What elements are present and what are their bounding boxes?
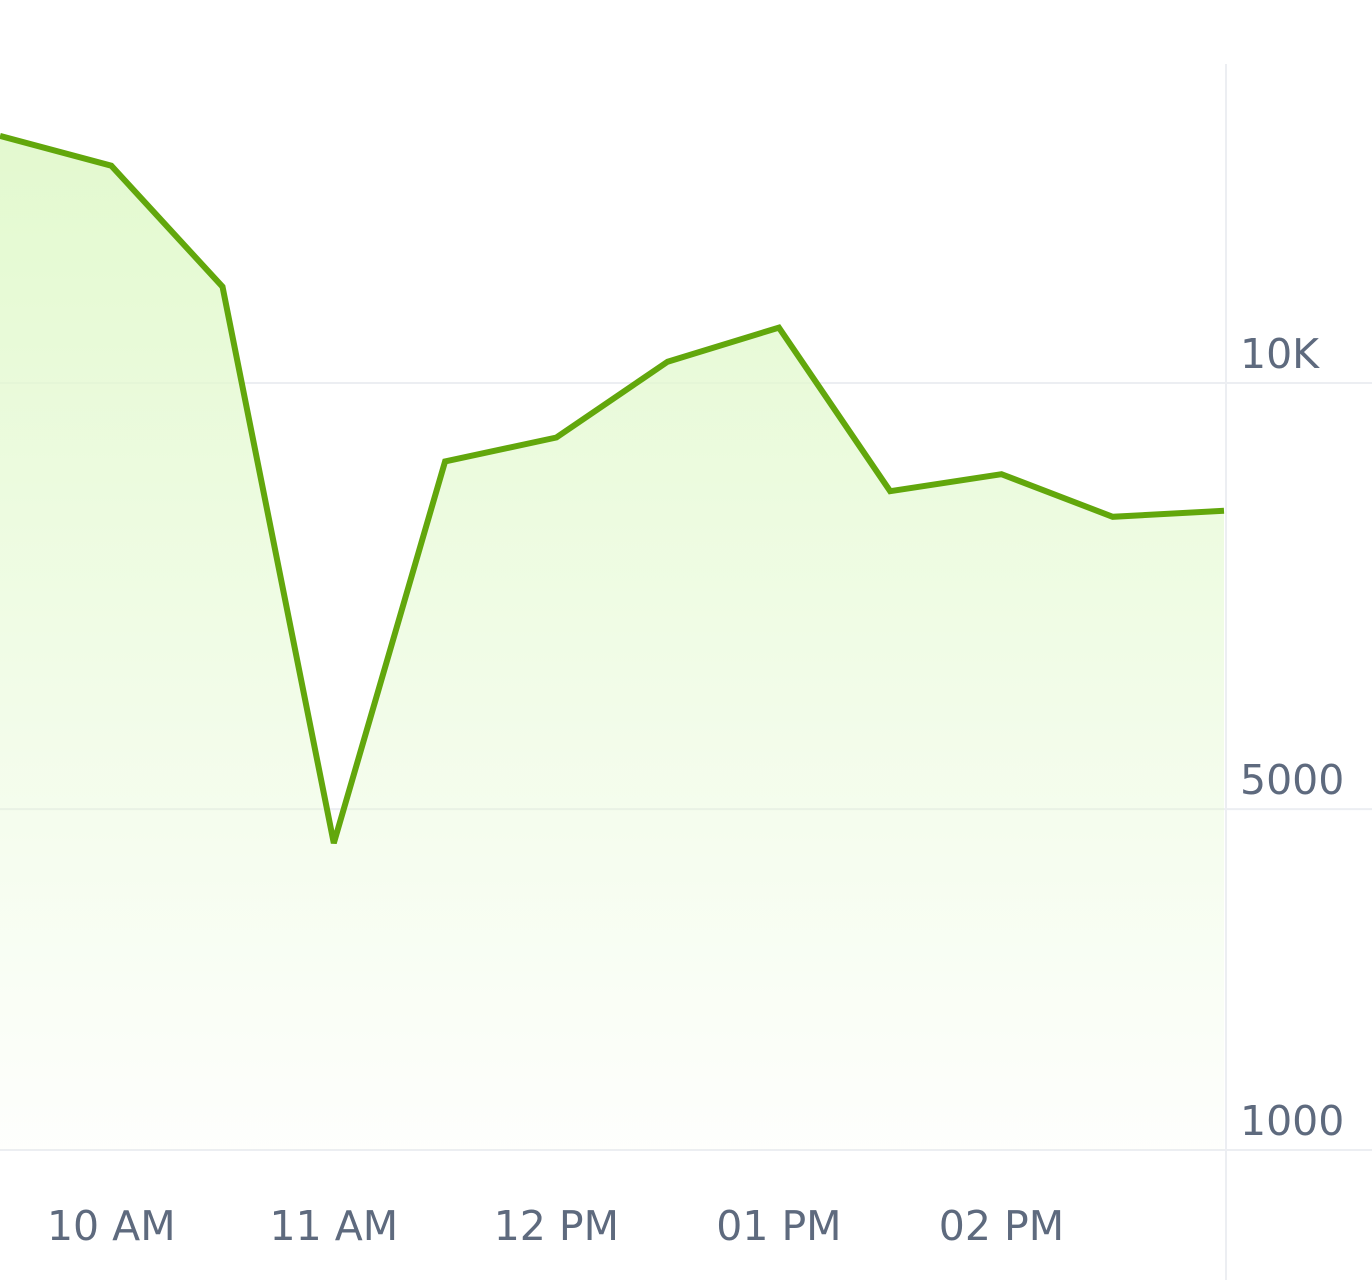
data-point-2 bbox=[220, 284, 226, 290]
data-point-5 bbox=[553, 435, 559, 441]
y-tick-label-2: 10K bbox=[1240, 330, 1320, 378]
x-tick-label-2: 12 PM bbox=[494, 1202, 619, 1250]
data-point-7 bbox=[776, 325, 782, 331]
y-tick-label-1: 5000 bbox=[1240, 756, 1344, 804]
data-point-1 bbox=[108, 163, 114, 169]
data-point-4 bbox=[442, 458, 448, 464]
data-point-10 bbox=[1110, 514, 1116, 520]
x-tick-label-0: 10 AM bbox=[47, 1202, 176, 1250]
data-point-6 bbox=[665, 359, 671, 365]
series-area bbox=[0, 135, 1224, 1150]
area-fill bbox=[0, 135, 1224, 1150]
y-tick-label-0: 1000 bbox=[1240, 1097, 1344, 1145]
data-point-8 bbox=[887, 488, 893, 494]
series-line bbox=[0, 133, 1225, 845]
x-axis-ticks: 10 AM 11 AM 12 PM 01 PM 02 PM bbox=[47, 1202, 1064, 1250]
y-axis-ticks: 1000 5000 10K bbox=[1240, 330, 1344, 1145]
series-line-layer bbox=[0, 133, 1227, 846]
x-tick-label-1: 11 AM bbox=[269, 1202, 398, 1250]
data-point-9 bbox=[998, 471, 1004, 477]
data-point-11 bbox=[1221, 508, 1227, 514]
x-tick-label-4: 02 PM bbox=[939, 1202, 1064, 1250]
x-tick-label-3: 01 PM bbox=[716, 1202, 841, 1250]
data-point-3 bbox=[331, 840, 337, 846]
